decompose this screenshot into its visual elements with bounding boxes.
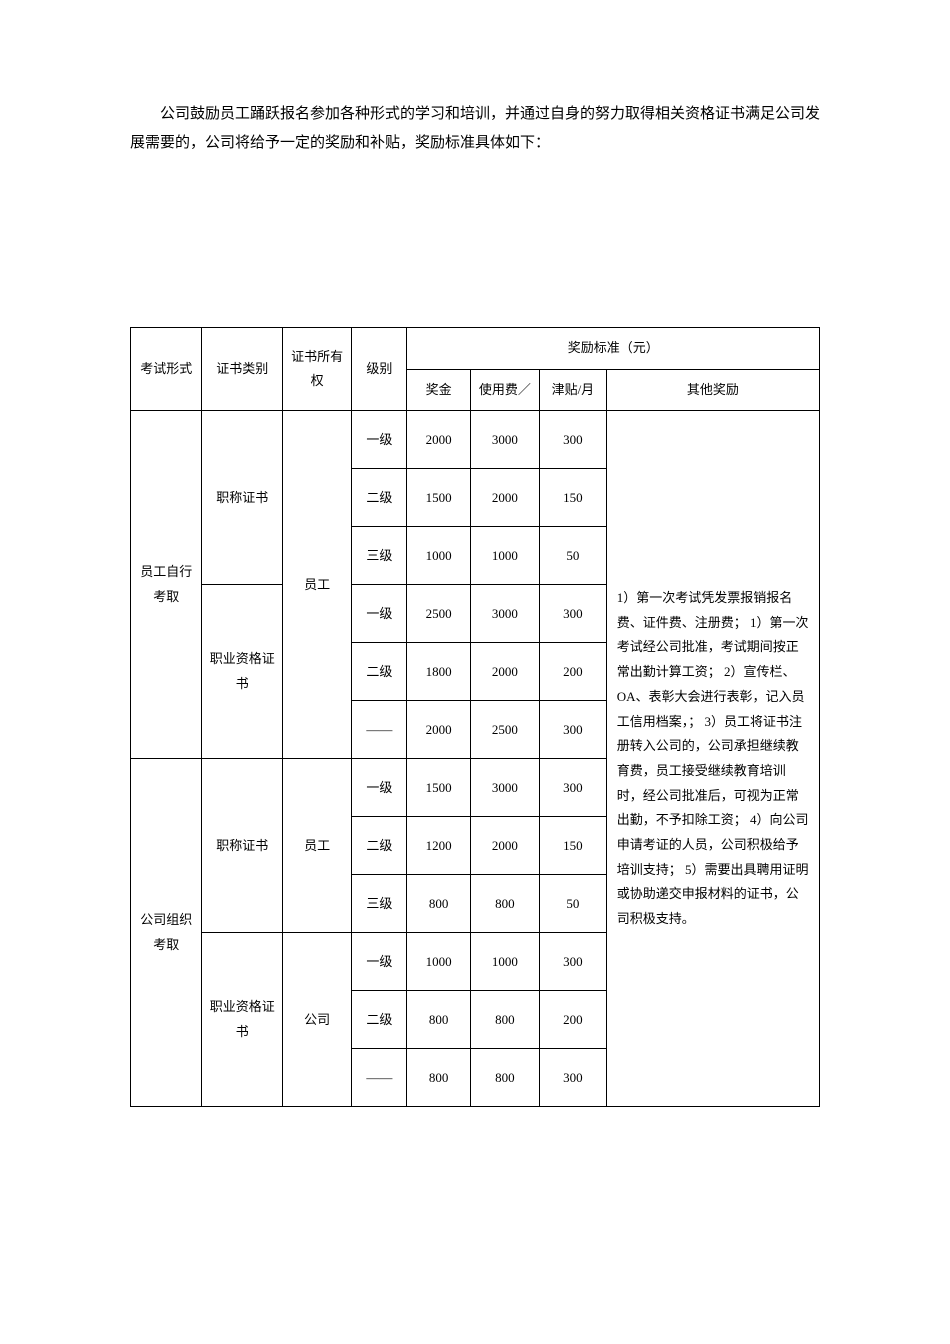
cell-cert-owner: 员工 <box>283 411 352 759</box>
cell-bonus: 1500 <box>407 469 470 527</box>
cell-usage-fee: 2000 <box>470 643 539 701</box>
cell-usage-fee: 1000 <box>470 933 539 991</box>
cell-allowance: 200 <box>539 643 606 701</box>
th-cert-category: 证书类别 <box>202 328 283 411</box>
cell-usage-fee: 800 <box>470 991 539 1049</box>
cell-level: 二级 <box>352 991 407 1049</box>
cell-level: 一级 <box>352 585 407 643</box>
cell-bonus: 1200 <box>407 817 470 875</box>
cell-allowance: 300 <box>539 1049 606 1107</box>
cell-level: 一级 <box>352 411 407 469</box>
cell-bonus: 2000 <box>407 411 470 469</box>
cell-cert-owner: 公司 <box>283 933 352 1107</box>
cell-bonus: 1500 <box>407 759 470 817</box>
cell-level: 三级 <box>352 875 407 933</box>
cell-cert-category: 职称证书 <box>202 759 283 933</box>
cell-level: 一级 <box>352 933 407 991</box>
th-allowance: 津贴/月 <box>539 369 606 411</box>
cell-level: 三级 <box>352 527 407 585</box>
cell-bonus: 1000 <box>407 933 470 991</box>
cell-bonus: 1800 <box>407 643 470 701</box>
cell-cert-category: 职称证书 <box>202 411 283 585</box>
th-other-reward: 其他奖励 <box>606 369 819 411</box>
cell-cert-category: 职业资格证书 <box>202 933 283 1107</box>
cell-usage-fee: 2500 <box>470 701 539 759</box>
cell-level: 二级 <box>352 643 407 701</box>
cell-allowance: 150 <box>539 817 606 875</box>
cell-cert-category: 职业资格证书 <box>202 585 283 759</box>
cell-bonus: 2000 <box>407 701 470 759</box>
reward-table: 考试形式 证书类别 证书所有权 级别 奖励标准（元） 奖金 使用费／ 津贴/月 … <box>130 327 820 1107</box>
cell-allowance: 150 <box>539 469 606 527</box>
th-bonus: 奖金 <box>407 369 470 411</box>
cell-allowance: 300 <box>539 933 606 991</box>
cell-allowance: 50 <box>539 875 606 933</box>
cell-exam-form: 公司组织考取 <box>131 759 202 1107</box>
cell-level: —— <box>352 1049 407 1107</box>
cell-level: 一级 <box>352 759 407 817</box>
th-cert-owner: 证书所有权 <box>283 328 352 411</box>
intro-paragraph: 公司鼓励员工踊跃报名参加各种形式的学习和培训，并通过自身的努力取得相关资格证书满… <box>130 100 820 157</box>
cell-usage-fee: 1000 <box>470 527 539 585</box>
cell-exam-form: 员工自行考取 <box>131 411 202 759</box>
cell-allowance: 300 <box>539 411 606 469</box>
cell-usage-fee: 3000 <box>470 411 539 469</box>
cell-allowance: 300 <box>539 759 606 817</box>
cell-bonus: 1000 <box>407 527 470 585</box>
cell-bonus: 800 <box>407 1049 470 1107</box>
cell-usage-fee: 2000 <box>470 817 539 875</box>
th-usage-fee: 使用费／ <box>470 369 539 411</box>
th-level: 级别 <box>352 328 407 411</box>
cell-allowance: 200 <box>539 991 606 1049</box>
cell-usage-fee: 800 <box>470 1049 539 1107</box>
cell-level: 二级 <box>352 469 407 527</box>
table-row: 员工自行考取 职称证书 员工 一级 2000 3000 300 1）第一次考试凭… <box>131 411 820 469</box>
header-row-1: 考试形式 证书类别 证书所有权 级别 奖励标准（元） <box>131 328 820 370</box>
cell-bonus: 800 <box>407 991 470 1049</box>
cell-level: —— <box>352 701 407 759</box>
cell-usage-fee: 3000 <box>470 759 539 817</box>
cell-bonus: 800 <box>407 875 470 933</box>
cell-usage-fee: 800 <box>470 875 539 933</box>
cell-usage-fee: 2000 <box>470 469 539 527</box>
cell-allowance: 300 <box>539 585 606 643</box>
cell-allowance: 50 <box>539 527 606 585</box>
cell-allowance: 300 <box>539 701 606 759</box>
cell-bonus: 2500 <box>407 585 470 643</box>
cell-other-reward: 1）第一次考试凭发票报销报名费、证件费、注册费； 1）第一次考试经公司批准，考试… <box>606 411 819 1107</box>
cell-cert-owner: 员工 <box>283 759 352 933</box>
cell-level: 二级 <box>352 817 407 875</box>
th-exam-form: 考试形式 <box>131 328 202 411</box>
th-reward-standard: 奖励标准（元） <box>407 328 820 370</box>
cell-usage-fee: 3000 <box>470 585 539 643</box>
